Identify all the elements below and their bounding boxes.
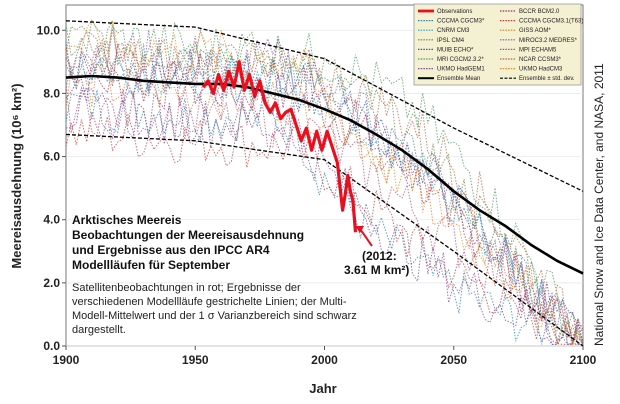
description-line-1: Satellitenbeobachtungen in rot; Ergebnis…: [72, 282, 301, 294]
legend-label: IPSL CM4: [437, 38, 465, 44]
legend-label: Observations: [437, 9, 472, 15]
legend-label: MIROC3.2 MEDRES*: [519, 38, 578, 44]
legend-label: GISS AOM*: [519, 28, 551, 34]
annotation: Arktisches Meereis Beobachtungen der Mee…: [72, 213, 357, 336]
y-axis-ticks: 0.0 2.0 4.0 6.0 8.0 10.0: [37, 23, 66, 353]
x-tick-label: 1900: [53, 353, 80, 367]
ensemble-std-line: [65, 20, 584, 192]
x-tick-label: 2050: [440, 353, 467, 367]
model-runs: [65, 18, 584, 347]
legend: Observations BCCR BCM2.0 CCCMA CGCM3* CCCMA…: [413, 3, 583, 86]
legend-label: CNRM CM3: [437, 28, 470, 34]
model-run-line: [65, 18, 584, 345]
subtitle-line-2: und Ergebnisse aus den IPCC AR4: [72, 243, 270, 257]
legend-label: UKMO HadCM3: [519, 67, 563, 73]
ensemble-lines: [65, 20, 584, 347]
description-line-2: verschiedenen Modellläufe gestrichelte L…: [72, 296, 347, 308]
description-line-3: Modell-Mittelwert und der 1 σ Varianzber…: [72, 310, 357, 322]
callout-line-1: (2012:: [362, 249, 397, 263]
model-run-line: [65, 41, 584, 346]
legend-label: BCCR BCM2.0: [519, 9, 560, 15]
legend-label: NCAR CCSM3*: [519, 57, 562, 63]
model-run-line: [65, 111, 584, 345]
legend-label: MUIB ECHO*: [437, 47, 474, 53]
legend-label: MPI ECHAM5: [519, 47, 557, 53]
legend-label: Ensemble ± std. dev.: [519, 76, 575, 82]
y-tick-label: 10.0: [37, 23, 61, 37]
model-run-line: [65, 38, 584, 345]
y-tick-label: 0.0: [43, 339, 60, 353]
observation-line: [201, 60, 358, 233]
legend-label: CCCMA CGCM3*: [437, 19, 485, 25]
model-run-line: [65, 85, 584, 345]
legend-label: UKMO HadGEM1: [437, 67, 485, 73]
y-tick-label: 2.0: [43, 276, 60, 290]
callout-2012: (2012: 3.61 M km²): [344, 226, 409, 277]
credit-text: National Snow and Ice Data Center, and N…: [592, 63, 606, 346]
legend-label: MRI CGCM2.3.2*: [437, 57, 484, 63]
subtitle-line-3: Modellläufen für September: [72, 258, 230, 272]
model-run-line: [65, 88, 584, 345]
y-tick-label: 6.0: [43, 150, 60, 164]
y-tick-label: 4.0: [43, 213, 60, 227]
y-tick-label: 8.0: [43, 86, 60, 100]
ensemble-mean-line: [65, 74, 584, 275]
model-run-line: [65, 28, 583, 345]
description-line-4: dargestellt.: [72, 324, 126, 336]
legend-label: Ensemble Mean: [437, 76, 480, 82]
chart-title: Arktisches Meereis: [72, 213, 182, 227]
legend-box: [413, 3, 582, 86]
x-tick-label: 2100: [570, 353, 597, 367]
y-axis-label: Meereisausdehnung (10⁶ km²): [9, 83, 24, 268]
callout-arrowhead: [355, 226, 364, 233]
x-axis-label: Jahr: [309, 381, 336, 396]
model-run-line: [65, 19, 584, 347]
x-tick-label: 1950: [182, 353, 209, 367]
x-axis-ticks: 1900 1950 2000 2050 2100: [53, 346, 597, 367]
observations-line: [201, 60, 358, 233]
legend-label: CCCMA CGCM3.1(T63): [519, 19, 583, 25]
subtitle-line-1: Beobachtungen der Meereisausdehnung: [72, 228, 304, 242]
model-run-line: [65, 18, 584, 345]
ensemble-std-line: [65, 133, 584, 347]
callout-line-2: 3.61 M km²): [344, 263, 409, 277]
x-tick-label: 2000: [311, 353, 338, 367]
